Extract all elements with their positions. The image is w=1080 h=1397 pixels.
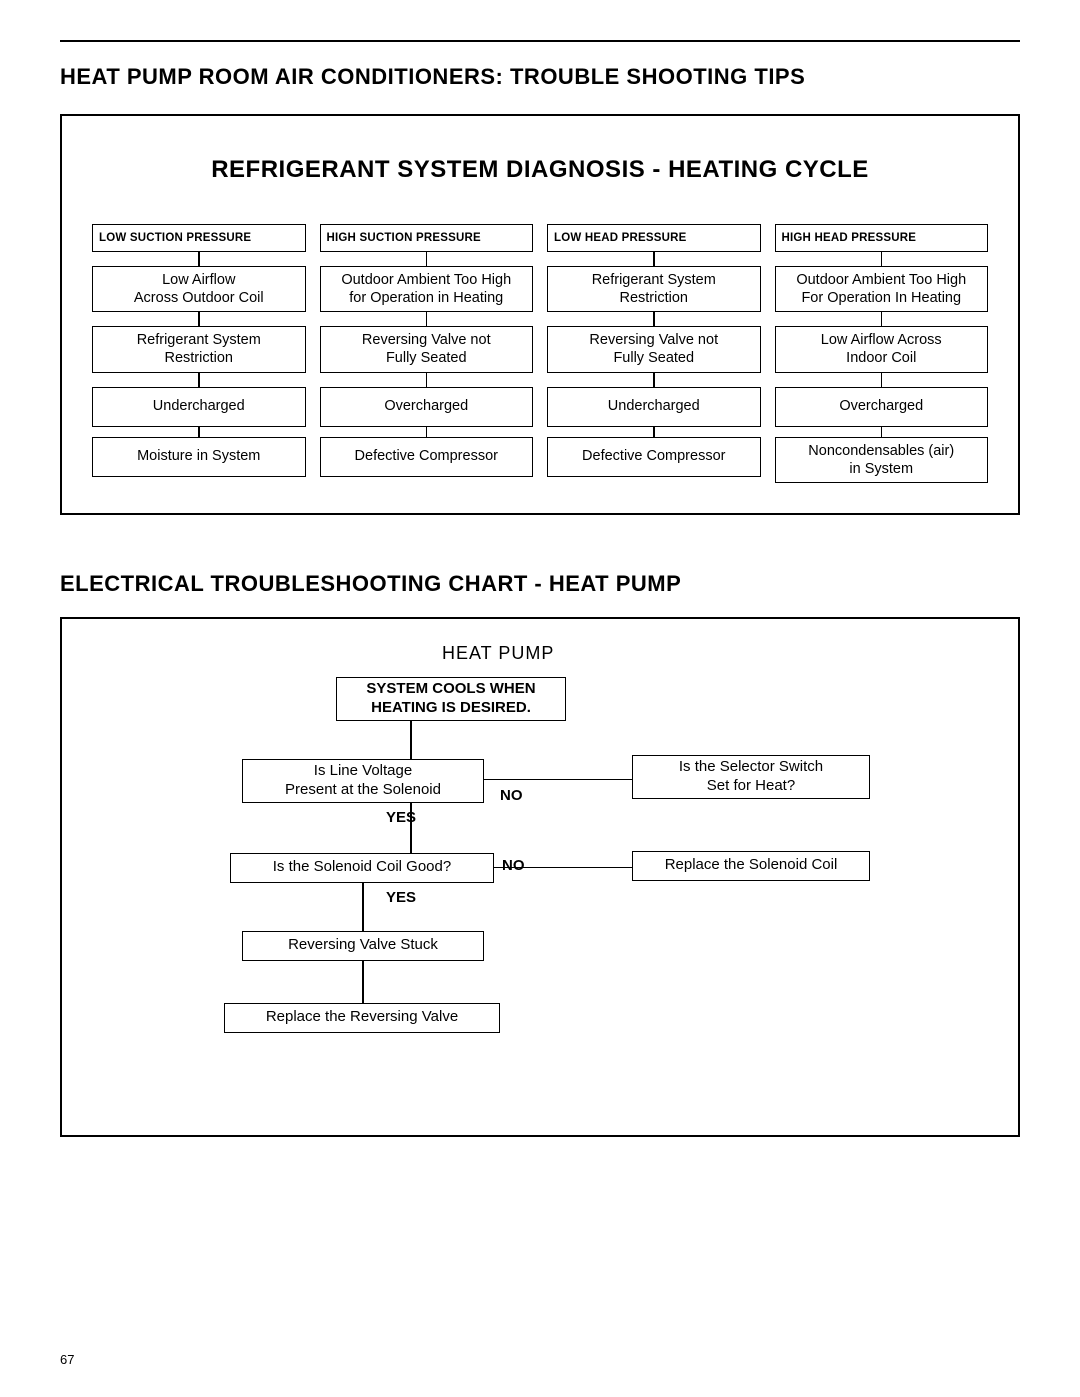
flowchart-section-title: ELECTRICAL TROUBLESHOOTING CHART - HEAT … xyxy=(60,571,1020,597)
diagnosis-title: REFRIGERANT SYSTEM DIAGNOSIS - HEATING C… xyxy=(92,156,988,184)
diag-item: Low AirflowAcross Outdoor Coil xyxy=(92,266,306,312)
flow-label-yes1: YES xyxy=(386,809,416,826)
diag-item: Noncondensables (air)in System xyxy=(775,437,989,483)
flow-node-start: SYSTEM COOLS WHENHEATING IS DESIRED. xyxy=(336,677,566,721)
diag-item: Overcharged xyxy=(320,387,534,427)
page-number: 67 xyxy=(60,1352,74,1367)
flow-label-no2: NO xyxy=(502,857,525,874)
col-header: LOW HEAD PRESSURE xyxy=(547,224,761,252)
diag-item: Reversing Valve notFully Seated xyxy=(320,326,534,372)
flow-node-q2: Is the Solenoid Coil Good? xyxy=(230,853,494,883)
diag-item: Defective Compressor xyxy=(320,437,534,477)
col-header: HIGH HEAD PRESSURE xyxy=(775,224,989,252)
diag-item: Outdoor Ambient Too Highfor Operation in… xyxy=(320,266,534,312)
col-header: HIGH SUCTION PRESSURE xyxy=(320,224,534,252)
diag-item: Low Airflow AcrossIndoor Coil xyxy=(775,326,989,372)
diag-item: Reversing Valve notFully Seated xyxy=(547,326,761,372)
flow-label-no1: NO xyxy=(500,787,523,804)
top-rule xyxy=(60,40,1020,42)
flow-connector xyxy=(362,961,364,1003)
flow-connector xyxy=(484,779,632,781)
flowchart-frame: HEAT PUMP SYSTEM COOLS WHENHEATING IS DE… xyxy=(60,617,1020,1137)
diagnosis-col-high-suction: HIGH SUCTION PRESSURE Outdoor Ambient To… xyxy=(320,224,534,483)
diagnosis-col-low-suction: LOW SUCTION PRESSURE Low AirflowAcross O… xyxy=(92,224,306,483)
diag-item: Moisture in System xyxy=(92,437,306,477)
diagnosis-col-low-head: LOW HEAD PRESSURE Refrigerant SystemRest… xyxy=(547,224,761,483)
flow-connector xyxy=(362,883,364,931)
flow-node-q1r: Is the Selector SwitchSet for Heat? xyxy=(632,755,870,799)
diag-item: Refrigerant SystemRestriction xyxy=(92,326,306,372)
diagnosis-col-high-head: HIGH HEAD PRESSURE Outdoor Ambient Too H… xyxy=(775,224,989,483)
diagnosis-columns: LOW SUCTION PRESSURE Low AirflowAcross O… xyxy=(92,224,988,483)
flowchart-heading: HEAT PUMP xyxy=(442,643,554,664)
flow-label-yes2: YES xyxy=(386,889,416,906)
page-title: HEAT PUMP ROOM AIR CONDITIONERS: TROUBLE… xyxy=(60,64,1020,90)
diag-item: Refrigerant SystemRestriction xyxy=(547,266,761,312)
flow-node-n4: Replace the Reversing Valve xyxy=(224,1003,500,1033)
flow-connector xyxy=(410,721,412,759)
diag-item: Defective Compressor xyxy=(547,437,761,477)
flow-node-n3: Reversing Valve Stuck xyxy=(242,931,484,961)
flowchart-area: HEAT PUMP SYSTEM COOLS WHENHEATING IS DE… xyxy=(102,639,988,1095)
diag-item: Outdoor Ambient Too HighFor Operation In… xyxy=(775,266,989,312)
diag-item: Undercharged xyxy=(547,387,761,427)
diag-item: Overcharged xyxy=(775,387,989,427)
flow-node-q1: Is Line VoltagePresent at the Solenoid xyxy=(242,759,484,803)
col-header: LOW SUCTION PRESSURE xyxy=(92,224,306,252)
flow-node-q2r: Replace the Solenoid Coil xyxy=(632,851,870,881)
diagnosis-frame: REFRIGERANT SYSTEM DIAGNOSIS - HEATING C… xyxy=(60,114,1020,515)
diag-item: Undercharged xyxy=(92,387,306,427)
